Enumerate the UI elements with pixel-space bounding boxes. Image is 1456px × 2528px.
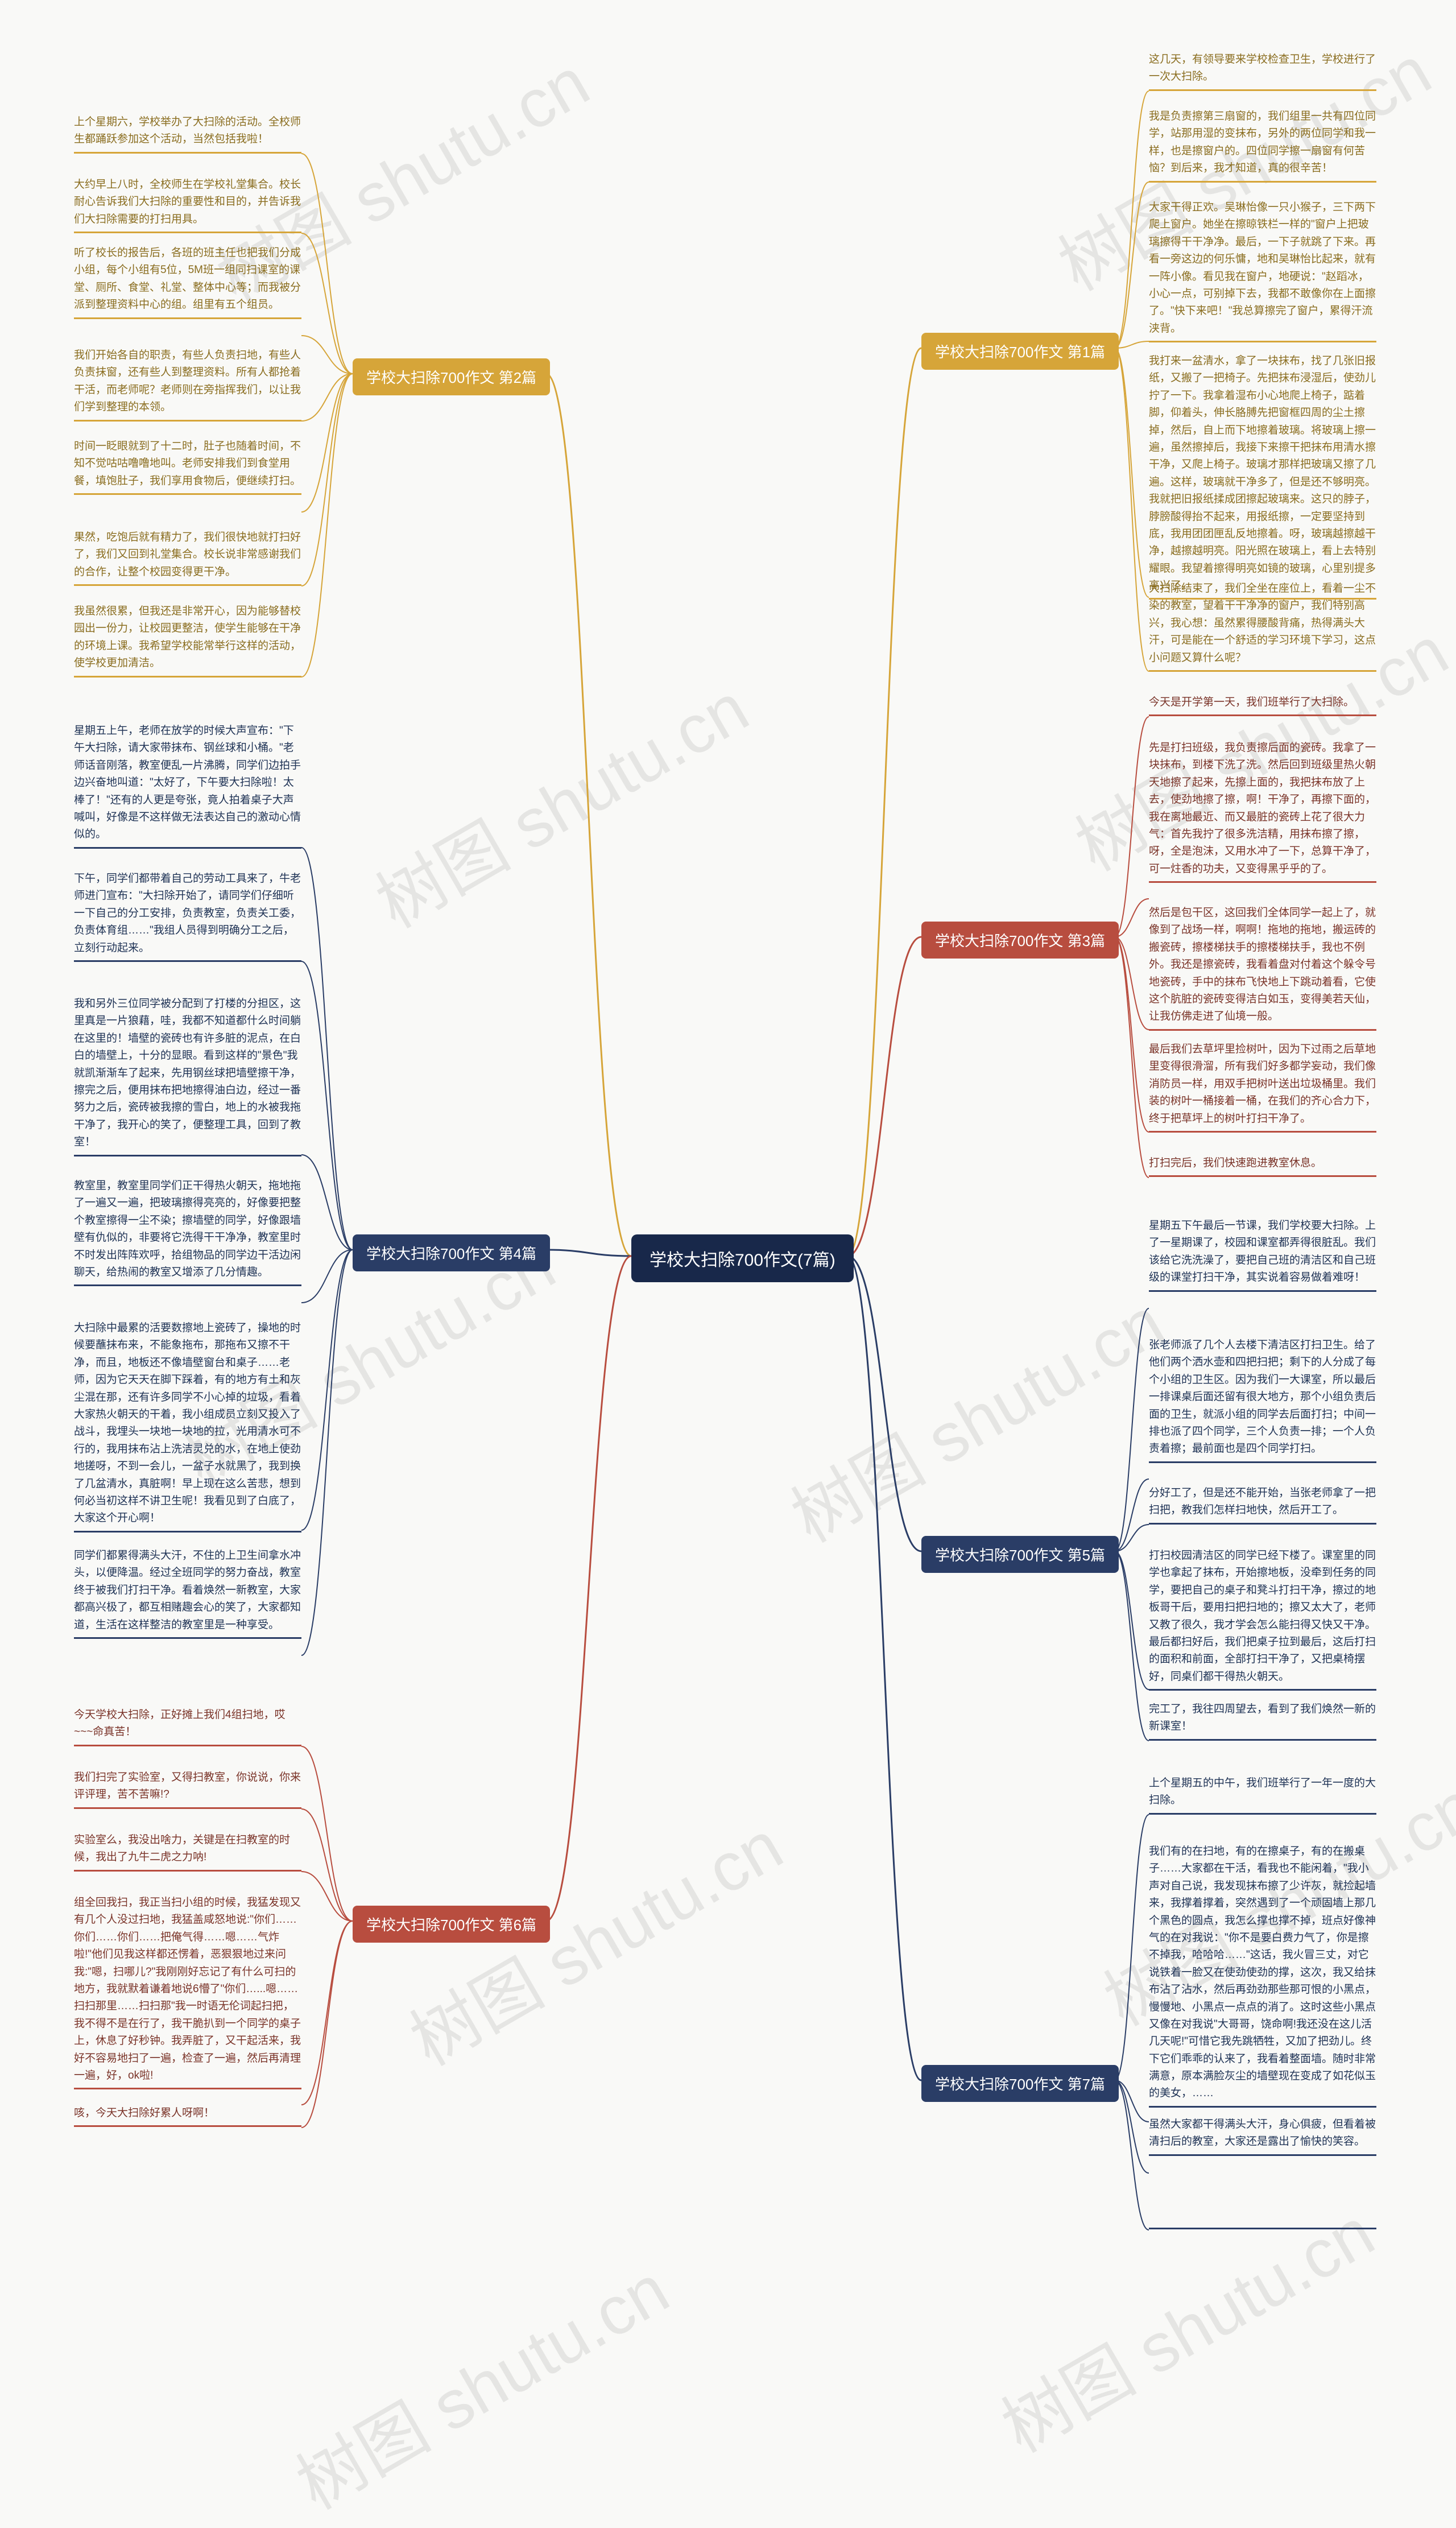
leaf-node: 下午，同学们都带着自己的劳动工具来了，牛老师进门宣布："大扫除开始了，请同学们仔…	[74, 870, 301, 962]
leaf-node: 我是负责擦第三扇窗的，我们组里一共有四位同学，站那用湿的变抹布，另外的两位同学和…	[1149, 108, 1376, 183]
leaf-node: 分好工了，但是还不能开始，当张老师拿了一把扫把，教我们怎样扫地快，然后开工了。	[1149, 1485, 1376, 1525]
leaf-node: 听了校长的报告后，各班的班主任也把我们分成小组，每个小组有5位，5M班一组同扫课…	[74, 245, 301, 319]
watermark: 树图 shutu.cn	[276, 2236, 684, 2528]
leaf-node: 我们扫完了实验室，又得扫教室，你说说，你来评评理，苦不苦嘛!?	[74, 1769, 301, 1809]
leaf-node: 星期五上午，老师在放学的时候大声宣布："下午大扫除，请大家带抹布、钢丝球和小桶。…	[74, 722, 301, 849]
topic-node: 学校大扫除700作文 第5篇	[921, 1536, 1119, 1573]
leaf-node: 打扫校园清洁区的同学已经下楼了。课室里的同学也拿起了抹布，开始擦地板，没牵到任务…	[1149, 1547, 1376, 1691]
leaf-node: 然后是包干区，这回我们全体同学一起上了，就像到了战场一样，啊啊！拖地的拖地，搬运…	[1149, 904, 1376, 1031]
topic-node: 学校大扫除700作文 第2篇	[353, 358, 550, 395]
leaf-node: 我打来一盆清水，拿了一块抹布，找了几张旧报纸，又搬了一把椅子。先把抹布浸湿后，使…	[1149, 353, 1376, 600]
leaf-node: 今天是开学第一天，我们班举行了大扫除。	[1149, 694, 1376, 716]
leaf-node: 今天学校大扫除，正好摊上我们4组扫地，哎~~~命真苦！	[74, 1707, 301, 1746]
leaf-node: 这几天，有领导要来学校检查卫生，学校进行了一次大扫除。	[1149, 51, 1376, 91]
leaf-node: 大家干得正欢。吴琳怡像一只小猴子，三下两下爬上窗户。她坐在擦晾铁栏一样的"窗户上…	[1149, 199, 1376, 342]
leaf-node: 组全回我扫，我正当扫小组的时候，我猛发现又有几个人没过扫地，我猛盖咸怒地说:"你…	[74, 1894, 301, 2089]
leaf-node: 同学们都累得满头大汗，不住的上卫生间拿水冲头，以便降温。经过全班同学的努力奋战，…	[74, 1547, 301, 1639]
leaf-node: 完工了，我往四周望去，看到了我们焕然一新的新课室！	[1149, 1701, 1376, 1741]
leaf-node: 我们开始各自的职责，有些人负责扫地，有些人负责抹窗，还有些人到整理资料。所有人都…	[74, 347, 301, 422]
leaf-node: 我虽然很累，但我还是非常开心，因为能够替校园出一份力，让校园更整洁，使学生能够在…	[74, 603, 301, 678]
leaf-node: 打扫完后，我们快速跑进教室休息。	[1149, 1155, 1376, 1177]
leaf-node: 时间一眨眼就到了十二时，肚子也随着时间，不知不觉咕咕噜噜地叫。老师安排我们到食堂…	[74, 438, 301, 495]
center-node: 学校大扫除700作文(7篇)	[631, 1234, 854, 1282]
watermark: 树图 shutu.cn	[355, 654, 763, 947]
leaf-node: 先是打扫班级，我负责擦后面的瓷砖。我拿了一块抹布，到楼下洗了洗。然后回到班级里热…	[1149, 740, 1376, 883]
leaf-node: 我们有的在扫地，有的在擦桌子，有的在搬桌子……大家都在干活，看我也不能闲着，"我…	[1149, 1843, 1376, 2108]
leaf-node	[1149, 2207, 1376, 2229]
leaf-node: 星期五下午最后一节课，我们学校要大扫除。上了一星期课了，校园和课室都弄得很脏乱。…	[1149, 1217, 1376, 1292]
leaf-node: 上个星期五的中午，我们班举行了一年一度的大扫除。	[1149, 1775, 1376, 1815]
topic-node: 学校大扫除700作文 第6篇	[353, 1906, 550, 1943]
topic-node: 学校大扫除700作文 第7篇	[921, 2065, 1119, 2102]
leaf-node: 大约早上八时，全校师生在学校礼堂集合。校长耐心告诉我们大扫除的重要性和目的，并告…	[74, 176, 301, 233]
leaf-node: 上个星期六，学校举办了大扫除的活动。全校师生都踊跃参加这个活动，当然包括我啦！	[74, 114, 301, 154]
leaf-node: 最后我们去草坪里捡树叶，因为下过雨之后草地里变得很滑溜，所有我们好多都学妄动，我…	[1149, 1041, 1376, 1133]
watermark: 树图 shutu.cn	[771, 1269, 1178, 1561]
topic-node: 学校大扫除700作文 第3篇	[921, 922, 1119, 959]
topic-node: 学校大扫除700作文 第4篇	[353, 1234, 550, 1271]
leaf-node: 教室里，教室里同学们正干得热火朝天，拖地拖了一遍又一遍，把玻璃擦得亮亮的，好像要…	[74, 1178, 301, 1286]
leaf-node: 咳，今天大扫除好累人呀啊！	[74, 2105, 301, 2127]
leaf-node: 实验室么，我没出啥力，关键是在扫教室的时候，我出了九牛二虎之力呐!	[74, 1832, 301, 1872]
leaf-node: 大扫除结束了，我们全坐在座位上，看着一尘不染的教室，望着干干净净的窗户，我们特别…	[1149, 580, 1376, 672]
leaf-node: 我和另外三位同学被分配到了打楼的分担区，这里真是一片狼藉，哇，我都不知道都什么时…	[74, 995, 301, 1156]
topic-node: 学校大扫除700作文 第1篇	[921, 333, 1119, 370]
leaf-node: 虽然大家都干得满头大汗，身心俱疲，但看着被清扫后的教室，大家还是露出了愉快的笑容…	[1149, 2116, 1376, 2156]
leaf-node: 果然，吃饱后就有精力了，我们很快地就打扫好了，我们又回到礼堂集合。校长说非常感谢…	[74, 529, 301, 586]
leaf-node: 张老师派了几个人去楼下清洁区打扫卫生。给了他们两个洒水壶和四把扫把；剩下的人分成…	[1149, 1337, 1376, 1463]
leaf-node: 大扫除中最累的活要数擦地上瓷砖了，操地的时候要蘸抹布来，不能象拖布，那拖布又擦不…	[74, 1320, 301, 1533]
